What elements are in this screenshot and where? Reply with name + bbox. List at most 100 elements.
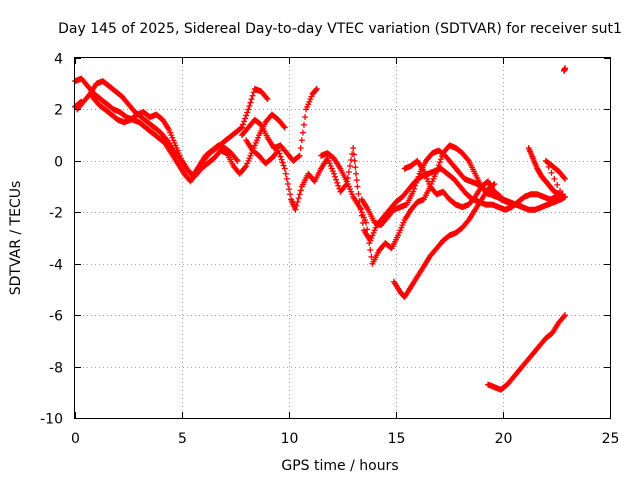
data-point (292, 206, 299, 213)
data-point (348, 157, 355, 163)
data-point (415, 173, 422, 180)
data-point (490, 181, 497, 188)
series-track-8 (401, 157, 524, 211)
plot-frame (74, 57, 611, 419)
y-axis-label: SDTVAR / TECUs (8, 181, 24, 296)
series-track-11 (485, 312, 569, 393)
data-point (557, 187, 564, 194)
data-point (350, 151, 357, 158)
data-point (247, 99, 254, 106)
x-tick-label: 20 (495, 431, 513, 447)
data-point (436, 159, 443, 166)
data-point (313, 85, 320, 92)
data-point (353, 170, 360, 177)
data-point (302, 114, 309, 121)
data-point (471, 195, 478, 202)
data-point (363, 219, 370, 226)
data-point (366, 240, 373, 247)
data-points (72, 65, 569, 393)
data-point (437, 156, 444, 163)
data-point (560, 313, 567, 320)
y-tick-label: -4 (49, 258, 63, 274)
series-track-4 (238, 85, 320, 164)
data-point (353, 177, 360, 184)
data-point (351, 157, 358, 164)
data-point (243, 112, 250, 119)
data-point (313, 86, 320, 93)
series-track-12 (72, 65, 569, 110)
data-point (562, 312, 569, 319)
y-tick-label: 4 (54, 52, 63, 68)
data-point (78, 98, 85, 105)
data-point (234, 157, 241, 164)
data-point (277, 153, 284, 160)
y-tick-labels: -10 -8 -6 -4 -2 0 2 4 (40, 52, 63, 428)
x-tick-label: 5 (178, 431, 187, 447)
y-tick-label: 0 (54, 155, 63, 171)
data-point (365, 233, 372, 240)
data-point (281, 124, 288, 131)
axis-ticks (75, 58, 611, 419)
data-point (296, 191, 303, 198)
data-point (246, 103, 253, 109)
data-point (238, 124, 245, 131)
x-tick-label: 15 (388, 431, 406, 447)
y-tick-label: -8 (49, 361, 63, 377)
data-point (346, 163, 353, 169)
series-track-3 (89, 93, 288, 180)
data-point (249, 92, 256, 99)
data-point (293, 202, 300, 209)
data-point (464, 218, 471, 225)
data-point (350, 145, 357, 151)
y-tick-label: -2 (49, 206, 63, 222)
data-point (413, 179, 420, 186)
data-point (560, 174, 567, 181)
data-point (244, 109, 251, 116)
data-point (294, 199, 301, 205)
data-point (491, 181, 498, 187)
data-point (464, 156, 471, 163)
data-point (562, 175, 569, 182)
data-point (330, 170, 337, 177)
data-point (237, 125, 244, 132)
x-tick-label: 10 (281, 431, 299, 447)
data-point (300, 121, 307, 128)
data-point (296, 152, 303, 159)
data-point (239, 121, 246, 128)
data-point (559, 193, 566, 200)
data-point (435, 162, 442, 169)
data-point (280, 123, 287, 130)
chart-title: Day 145 of 2025, Sidereal Day-to-day VTE… (58, 21, 622, 37)
data-point (286, 186, 292, 193)
x-tick-label: 0 (71, 431, 80, 447)
data-point (562, 65, 569, 72)
series-track-10 (525, 145, 569, 200)
data-point (352, 164, 359, 171)
data-point (410, 188, 417, 195)
data-point (283, 175, 290, 182)
data-point (354, 183, 361, 190)
y-tick-label: -6 (49, 309, 63, 325)
data-point (245, 106, 252, 113)
data-point (411, 185, 418, 192)
data-point (242, 164, 249, 171)
x-axis-label: GPS time / hours (281, 458, 398, 474)
data-point (412, 182, 419, 189)
data-point (414, 176, 421, 183)
data-point (295, 195, 302, 202)
data-point (282, 170, 289, 177)
data-point (364, 226, 371, 233)
data-point (299, 129, 306, 136)
x-tick-label: 25 (602, 431, 620, 447)
data-point (275, 147, 282, 154)
data-point (279, 159, 286, 166)
data-point (345, 169, 352, 175)
data-point (281, 165, 288, 172)
data-point (434, 165, 441, 172)
series-track-5 (243, 137, 566, 244)
data-point (298, 137, 305, 144)
data-point (334, 179, 341, 186)
x-tick-labels: 0 5 10 15 20 25 (71, 431, 619, 447)
data-point (264, 96, 271, 103)
